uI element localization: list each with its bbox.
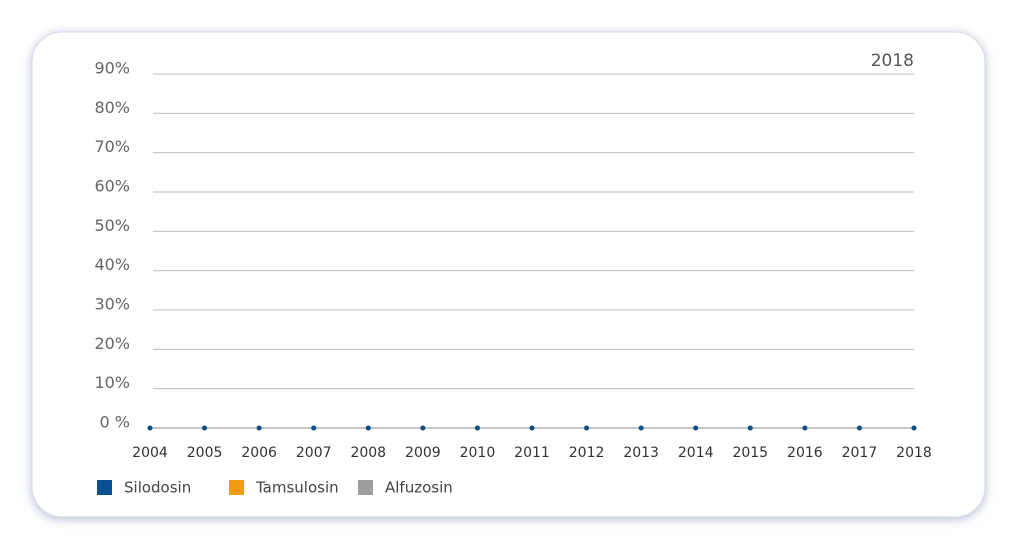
y-tick-label: 50% [94,216,130,235]
data-point [365,425,371,431]
y-tick-label: 10% [94,373,130,392]
x-tick-label: 2018 [896,445,932,461]
data-point [638,425,644,431]
x-tick-label: 2010 [460,445,496,461]
x-tick-label: 2005 [187,445,223,461]
data-point [529,425,535,431]
x-tick-label: 2014 [678,445,714,461]
annotation: 2018 [871,51,914,71]
legend-swatch [97,480,112,495]
data-point [584,425,590,431]
data-point [693,425,699,431]
y-tick-label: 0 % [100,413,130,432]
x-tick-label: 2006 [241,445,277,461]
legend-label: Tamsulosin [255,479,339,497]
x-tick-label: 2009 [405,445,441,461]
x-tick-label: 2004 [132,445,168,461]
legend-label: Alfuzosin [385,479,453,497]
x-tick-label: 2007 [296,445,332,461]
legend-label: Silodosin [124,479,191,497]
x-tick-label: 2012 [569,445,605,461]
legend-swatch [358,480,373,495]
data-point [256,425,262,431]
data-point [747,425,753,431]
y-tick-label: 80% [94,98,130,117]
y-tick-label: 90% [94,59,130,78]
data-point [420,425,426,431]
x-tick-label: 2016 [787,445,823,461]
data-point [311,425,317,431]
data-point [856,425,862,431]
y-tick-label: 20% [94,334,130,353]
x-tick-label: 2015 [732,445,768,461]
data-point [202,425,208,431]
y-tick-label: 70% [94,137,130,156]
data-point [911,425,917,431]
y-tick-label: 40% [94,255,130,274]
data-point [802,425,808,431]
data-point [147,425,153,431]
data-point [474,425,480,431]
x-tick-label: 2011 [514,445,550,461]
x-tick-label: 2013 [623,445,659,461]
x-tick-label: 2008 [350,445,386,461]
x-tick-label: 2017 [842,445,878,461]
y-tick-label: 30% [94,295,130,314]
legend-swatch [229,480,244,495]
y-tick-label: 60% [94,177,130,196]
card [31,31,986,518]
